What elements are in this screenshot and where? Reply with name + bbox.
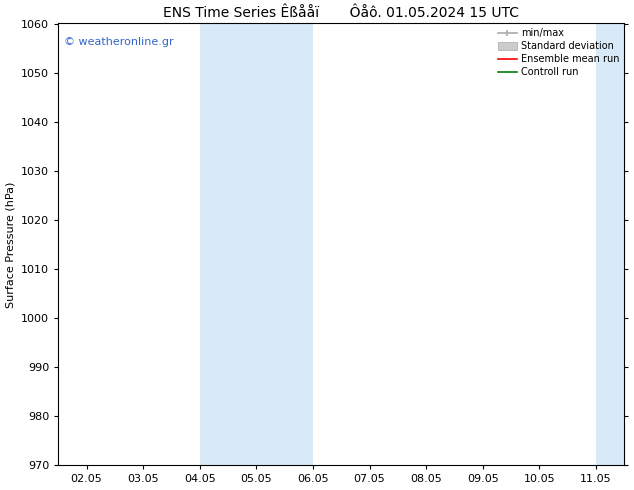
Y-axis label: Surface Pressure (hPa): Surface Pressure (hPa) (6, 181, 16, 308)
Text: © weatheronline.gr: © weatheronline.gr (64, 37, 174, 47)
Title: ENS Time Series Êßååï       Ôåô. 01.05.2024 15 UTC: ENS Time Series Êßååï Ôåô. 01.05.2024 15… (164, 5, 519, 20)
Legend: min/max, Standard deviation, Ensemble mean run, Controll run: min/max, Standard deviation, Ensemble me… (498, 28, 619, 77)
Bar (596, 24, 624, 465)
Bar (200, 24, 313, 465)
